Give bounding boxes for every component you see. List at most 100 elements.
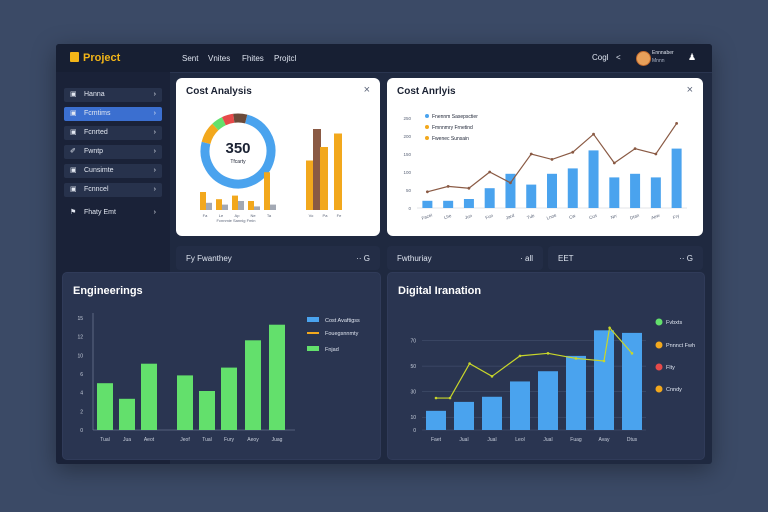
line-point[interactable]	[550, 158, 554, 161]
bar[interactable]	[306, 160, 314, 211]
line-point[interactable]	[654, 152, 658, 156]
bar[interactable]	[650, 177, 661, 208]
menu-icon: ▣	[70, 110, 77, 117]
line-point[interactable]	[529, 152, 533, 156]
bar[interactable]	[622, 332, 642, 430]
bar[interactable]	[97, 383, 113, 430]
sidebar-item-fcnrted[interactable]: ▣ Fcnrted ›	[64, 126, 162, 140]
strip-fy-fwanthey[interactable]: Fy Fwanthey ·· G	[176, 246, 380, 270]
line-point[interactable]	[630, 352, 634, 355]
sidebar-item-hanna[interactable]: ▣ Hanna ›	[64, 88, 162, 102]
close-icon[interactable]: ×	[686, 84, 693, 96]
bar[interactable]	[254, 206, 260, 210]
bar[interactable]	[482, 396, 502, 430]
line-point[interactable]	[633, 147, 637, 150]
avatar[interactable]	[636, 51, 651, 66]
line-point[interactable]	[675, 122, 679, 125]
brand-logo[interactable]: Project	[70, 52, 120, 64]
bell-icon[interactable]: ♟	[688, 52, 697, 62]
nav-link-fhites[interactable]: Fhites	[242, 54, 264, 63]
bar[interactable]	[334, 133, 342, 211]
line-point[interactable]	[467, 186, 471, 190]
tick-label: 200	[403, 134, 411, 139]
sidebar-item-fhaty-emt[interactable]: ⚑ Fhaty Emt ›	[64, 206, 162, 220]
bar[interactable]	[216, 199, 222, 210]
bar[interactable]	[313, 129, 321, 210]
line-point[interactable]	[592, 132, 595, 136]
nav-link-projtcl[interactable]: Projtcl	[274, 54, 297, 63]
nav-link-vnites[interactable]: Vnites	[208, 54, 231, 63]
donut-slice[interactable]	[212, 117, 226, 131]
bar[interactable]	[484, 188, 495, 208]
tick-label: Leol	[515, 437, 524, 443]
donut-slice[interactable]	[221, 113, 235, 126]
line-point[interactable]	[490, 375, 494, 378]
bar[interactable]	[588, 150, 599, 208]
strip-action[interactable]: · all	[520, 254, 533, 263]
bar[interactable]	[609, 177, 620, 208]
strip-fwthuriay[interactable]: Fwthuriay · all	[387, 246, 543, 270]
bar[interactable]	[222, 204, 228, 210]
bar[interactable]	[594, 330, 614, 430]
bar[interactable]	[245, 340, 261, 430]
bar[interactable]	[443, 200, 454, 208]
bar[interactable]	[630, 173, 641, 208]
line-point[interactable]	[602, 359, 606, 363]
bar[interactable]	[232, 195, 238, 210]
strip-action[interactable]: ·· G	[356, 254, 370, 263]
bar[interactable]	[547, 173, 557, 208]
bar[interactable]	[221, 367, 237, 430]
chevron-left-icon[interactable]: <	[616, 53, 621, 62]
bar[interactable]	[671, 148, 682, 208]
line-point[interactable]	[509, 181, 512, 185]
bar[interactable]	[200, 192, 206, 210]
sidebar-item-cunsimte[interactable]: ▣ Cunsimte ›	[64, 164, 162, 178]
bar[interactable]	[538, 371, 558, 430]
bar[interactable]	[320, 147, 328, 210]
line-point[interactable]	[518, 354, 522, 358]
sidebar-item-fcmtims[interactable]: ▣ Fcmtims ›	[64, 107, 162, 121]
donut-slice[interactable]	[201, 123, 219, 145]
bar[interactable]	[269, 324, 285, 430]
line-point[interactable]	[612, 161, 616, 165]
bar[interactable]	[426, 410, 446, 430]
bar[interactable]	[526, 184, 537, 208]
bar[interactable]	[248, 201, 254, 210]
line-point[interactable]	[425, 190, 429, 194]
bar[interactable]	[463, 199, 474, 208]
bar[interactable]	[238, 201, 244, 210]
bar[interactable]	[505, 173, 516, 208]
bar[interactable]	[270, 204, 276, 210]
bar[interactable]	[199, 391, 215, 430]
tick-label: Dtan	[629, 212, 640, 220]
line-point[interactable]	[608, 326, 611, 330]
bar[interactable]	[264, 172, 270, 210]
donut-slice[interactable]	[200, 114, 276, 189]
bar[interactable]	[206, 202, 212, 210]
nav-link-sent[interactable]: Sent	[182, 54, 199, 63]
close-icon[interactable]: ×	[363, 84, 370, 96]
bar[interactable]	[454, 401, 474, 430]
bar[interactable]	[510, 381, 530, 430]
line-point[interactable]	[468, 362, 471, 365]
bar[interactable]	[567, 168, 578, 208]
topbar-cogl[interactable]: Cogl	[592, 53, 609, 62]
line-point[interactable]	[448, 396, 452, 400]
strip-eet[interactable]: EET ·· G	[548, 246, 703, 270]
line-point[interactable]	[571, 150, 575, 154]
line-point[interactable]	[574, 357, 578, 360]
donut-slice[interactable]	[233, 113, 248, 124]
line-point[interactable]	[546, 352, 550, 355]
line-point[interactable]	[446, 185, 450, 188]
legend-label: Pnnnct Fwh	[666, 343, 695, 349]
bar[interactable]	[119, 398, 135, 430]
sidebar-item-fcnncel[interactable]: ▣ Fcnncel ›	[64, 183, 162, 197]
bar[interactable]	[141, 363, 157, 430]
bar[interactable]	[422, 200, 433, 208]
line-point[interactable]	[488, 170, 492, 174]
bar[interactable]	[177, 375, 193, 430]
sidebar-item-fwntp[interactable]: ✐ Fwntp ›	[64, 145, 162, 159]
bar[interactable]	[566, 355, 586, 430]
strip-action[interactable]: ·· G	[679, 254, 693, 263]
line-point[interactable]	[434, 396, 438, 400]
